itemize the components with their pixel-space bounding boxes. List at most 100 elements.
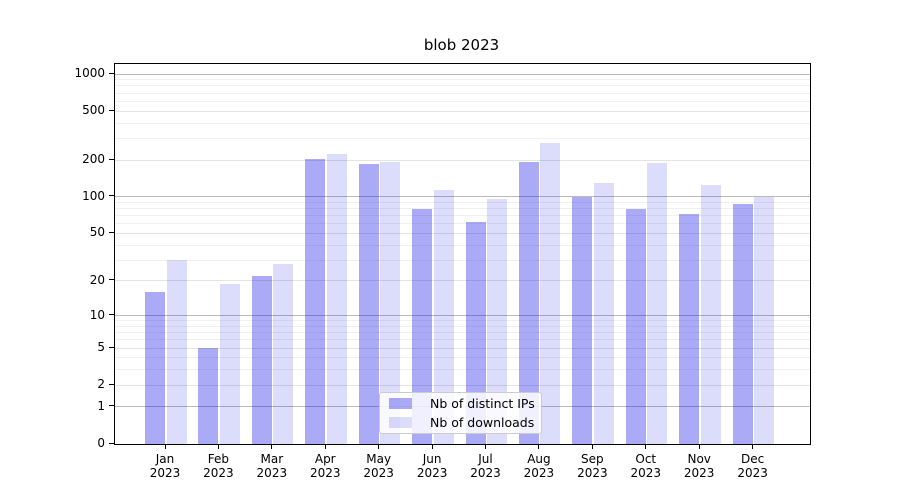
y-tick-label: 5 [97,340,105,355]
gridline-mid [115,347,810,349]
x-tick-month: Jun [422,452,442,466]
x-tick-month: Jan [155,452,175,466]
x-tick-mark [591,444,593,449]
bar-downloads-jun [433,189,454,444]
gridline-minor [115,325,810,327]
x-tick-year: 2023 [416,466,448,480]
x-tick-month: Mar [260,452,284,466]
x-tick-label: May 2023 [347,452,411,480]
y-tick-mark [109,346,114,348]
x-tick-year: 2023 [737,466,768,480]
x-tick-year: 2023 [523,466,555,480]
x-tick-label: Sep 2023 [560,452,624,480]
gridline-minor [115,137,810,139]
y-tick-mark [109,405,114,407]
x-tick-mark [645,444,647,449]
bar-distinct-ips-jun [412,209,433,444]
bar-distinct-ips-jan [145,292,165,444]
y-tick-label: 10 [89,307,105,322]
bar-downloads-may [380,162,401,444]
bar-distinct-ips-nov [679,214,700,444]
y-tick-label: 1 [97,398,105,413]
x-tick-month: Oct [635,452,657,466]
x-tick-year: 2023 [309,466,341,480]
gridline-mid [115,384,810,386]
y-tick-mark [109,442,114,444]
x-tick-year: 2023 [363,466,394,480]
x-tick-month: Jul [478,452,493,466]
y-tick-label: 200 [82,152,105,167]
bar-distinct-ips-feb [198,348,219,444]
y-tick-mark [109,109,114,111]
x-tick-month: Sep [581,452,604,466]
y-tick-mark [109,279,114,281]
x-tick-mark [538,444,540,449]
bar-downloads-feb [219,283,240,444]
y-tick-mark [109,158,114,160]
bar-distinct-ips-apr [305,159,326,444]
x-tick-month: Nov [687,452,711,466]
gridline-minor [115,259,810,261]
x-tick-label: Mar 2023 [240,452,304,480]
bar-distinct-ips-mar [251,276,272,444]
gridline-minor [115,320,810,322]
x-tick-label: Oct 2023 [614,452,678,480]
x-tick-label: Apr 2023 [293,452,357,480]
x-tick-year: 2023 [470,466,501,480]
bar-downloads-nov [700,184,721,444]
y-tick-label: 500 [82,103,105,118]
gridline-major [115,315,810,317]
bar-distinct-ips-jul [465,222,486,444]
x-tick-label: Nov 2023 [667,452,731,480]
gridline-minor [115,79,810,81]
x-tick-year: 2023 [683,466,715,480]
gridline-minor [115,369,810,371]
gridline-minor [115,122,810,124]
legend-item-downloads: Nb of downloads [380,415,541,431]
x-tick-year: 2023 [203,466,234,480]
bar-downloads-jul [487,199,508,444]
gridline-minor [115,208,810,210]
gridline-minor [115,201,810,203]
bar-downloads-mar [273,263,294,444]
x-tick-label: Dec 2023 [721,452,785,480]
x-tick-year: 2023 [149,466,181,480]
x-tick-label: Jan 2023 [133,452,197,480]
bar-downloads-apr [326,153,347,444]
bar-downloads-aug [540,143,561,444]
x-tick-year: 2023 [256,466,288,480]
gridline-mid [115,159,810,161]
y-tick-label: 2 [97,377,105,392]
plot-area [114,63,811,445]
y-tick-mark [109,383,114,385]
gridline-minor [115,332,810,334]
gridline-mid [115,110,810,112]
x-tick-label: Jun 2023 [400,452,464,480]
x-tick-month: Apr [314,452,336,466]
gridline-minor [115,215,810,217]
y-tick-mark [109,314,114,316]
legend: Nb of distinct IPs Nb of downloads [379,392,542,434]
bar-downloads-jan [166,260,187,444]
x-tick-year: 2023 [577,466,608,480]
x-tick-month: Dec [740,452,765,466]
y-tick-mark [109,231,114,233]
bar-distinct-ips-oct [625,208,646,444]
legend-item-distinct-ips: Nb of distinct IPs [380,396,541,412]
x-tick-mark [378,444,380,449]
bar-downloads-sep [593,182,614,444]
gridline-major [115,73,810,75]
gridline-minor [115,92,810,94]
x-tick-mark [485,444,487,449]
gridline-minor [115,357,810,359]
x-tick-label: Jul 2023 [454,452,518,480]
bar-distinct-ips-may [358,164,379,444]
x-tick-month: May [366,452,392,466]
gridline-minor [115,100,810,102]
x-tick-mark [698,444,700,449]
y-tick-mark [109,195,114,197]
x-tick-label: Feb 2023 [186,452,250,480]
x-tick-label: Aug 2023 [507,452,571,480]
x-tick-mark [324,444,326,449]
